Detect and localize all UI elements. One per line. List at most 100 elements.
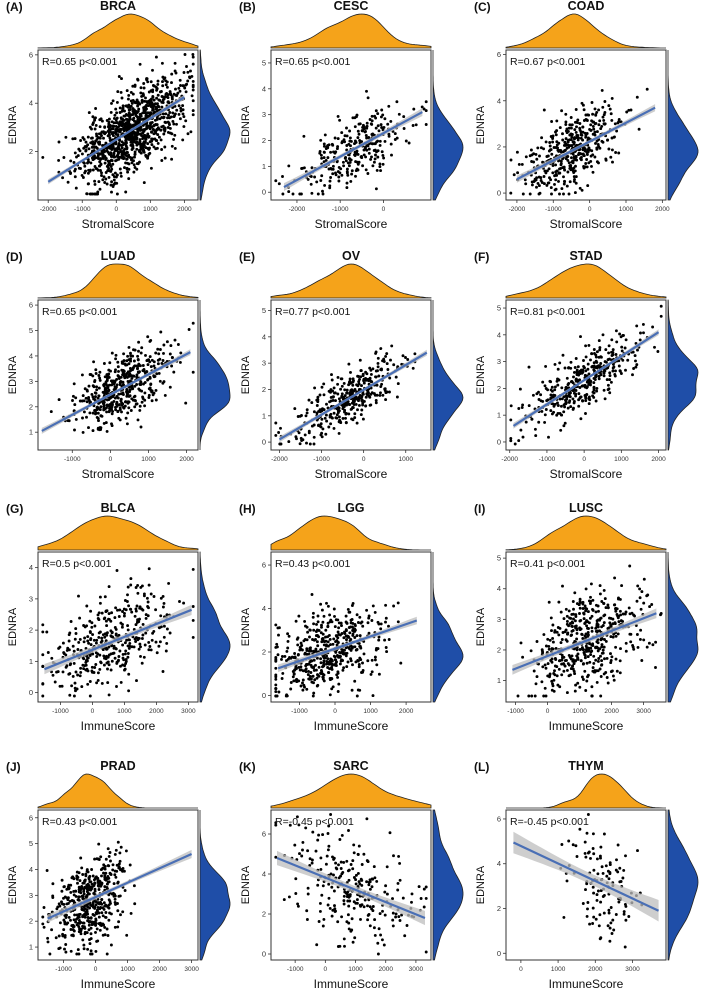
y-tick-label: 3 (262, 359, 266, 368)
data-point (95, 415, 99, 419)
data-point (374, 116, 378, 120)
data-point (566, 158, 570, 162)
data-point (140, 637, 144, 640)
data-point (122, 157, 126, 161)
data-point (66, 419, 70, 423)
data-point (353, 645, 357, 649)
data-point (605, 378, 609, 382)
data-point (131, 107, 135, 111)
data-point (98, 142, 102, 146)
data-point (114, 107, 118, 111)
data-point (546, 637, 550, 641)
data-point (76, 648, 80, 651)
data-point (81, 416, 84, 420)
data-point (103, 616, 107, 620)
data-point (289, 681, 293, 684)
data-point (118, 408, 122, 411)
data-point (148, 376, 152, 380)
data-point (579, 369, 583, 373)
data-point (575, 637, 579, 641)
x-tick-label: 2000 (177, 206, 192, 213)
data-point (611, 369, 615, 373)
data-point (374, 399, 378, 402)
x-tick-label: -1000 (52, 708, 69, 715)
data-point (142, 108, 146, 112)
data-point (341, 668, 345, 672)
data-point (354, 115, 358, 119)
data-point (550, 688, 554, 692)
data-point (77, 594, 80, 598)
data-point (600, 139, 604, 143)
data-point (165, 613, 169, 617)
data-point (76, 881, 79, 885)
data-point (351, 383, 355, 387)
data-point (302, 134, 306, 138)
data-point (172, 137, 176, 141)
data-point (559, 159, 563, 163)
data-point (563, 659, 567, 663)
data-point (312, 666, 316, 670)
x-tick-label: 1000 (614, 456, 629, 463)
data-point (90, 392, 94, 396)
data-point (90, 127, 93, 131)
data-point (274, 433, 278, 437)
data-point (109, 634, 113, 638)
data-point (521, 655, 525, 659)
data-point (111, 868, 115, 872)
data-point (316, 644, 320, 648)
data-point (402, 115, 406, 119)
data-point (141, 633, 145, 637)
data-point (124, 104, 128, 108)
data-point (369, 368, 373, 372)
data-point (364, 134, 368, 137)
data-point (73, 681, 77, 685)
data-point (139, 380, 143, 384)
data-point (346, 607, 350, 611)
data-point (600, 663, 603, 667)
chart-title: BRCA (100, 0, 136, 13)
data-point (345, 391, 349, 395)
data-point (549, 409, 553, 413)
data-point (596, 604, 600, 608)
data-point (536, 181, 540, 185)
data-point (135, 402, 139, 406)
data-point (621, 334, 625, 337)
data-point (91, 652, 95, 656)
data-point (556, 401, 559, 405)
data-point (98, 136, 102, 140)
data-point (97, 635, 101, 639)
data-point (289, 656, 293, 660)
data-point (533, 694, 537, 698)
y-tick-label: 4 (497, 584, 501, 593)
data-point (83, 387, 87, 391)
data-point (130, 386, 134, 390)
data-point (320, 637, 324, 641)
data-point (89, 888, 93, 892)
data-point (86, 639, 90, 643)
data-point (67, 633, 71, 637)
data-point (348, 377, 352, 381)
data-point (316, 620, 320, 624)
data-point (581, 602, 585, 606)
data-point (549, 186, 553, 190)
data-point (98, 378, 102, 382)
data-point (569, 405, 573, 409)
data-point (187, 328, 191, 331)
data-point (356, 659, 360, 663)
data-point (141, 395, 145, 399)
data-point (347, 412, 351, 416)
data-point (548, 638, 552, 642)
data-point (191, 113, 195, 117)
data-point (570, 654, 574, 658)
data-point (548, 144, 552, 148)
data-point (321, 654, 325, 658)
data-point (69, 172, 72, 175)
data-point (358, 644, 362, 648)
data-point (41, 630, 45, 634)
data-point (332, 637, 336, 641)
data-point (126, 585, 130, 589)
data-point (571, 397, 575, 401)
data-point (577, 151, 581, 155)
data-point (320, 608, 324, 612)
data-point (120, 146, 124, 150)
